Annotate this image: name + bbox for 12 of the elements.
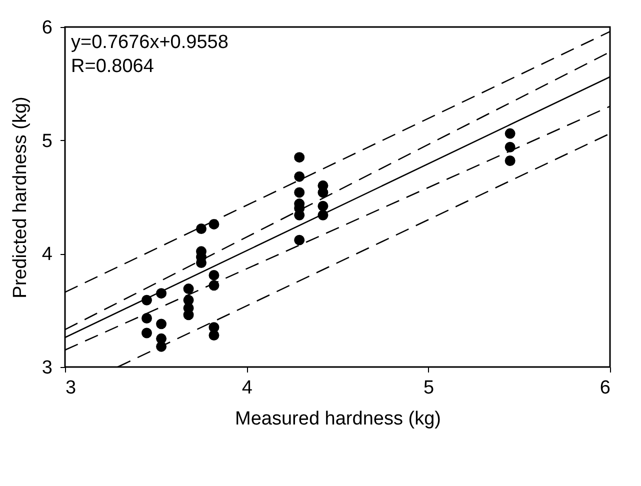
- y-tick-label: 4: [42, 244, 53, 266]
- x-tick-label: 6: [600, 378, 610, 398]
- x-tick-label: 5: [424, 378, 434, 398]
- x-tick-label: 3: [66, 378, 76, 398]
- y-tick-label: 6: [42, 18, 52, 38]
- y-tick-label: 3: [42, 358, 52, 378]
- annotation: R=0.8064: [71, 56, 154, 77]
- annotation: y=0.7676x+0.9558: [71, 32, 228, 53]
- x-axis-title: Measured hardness (kg): [235, 408, 441, 430]
- y-axis-title: Predicted hardness (kg): [10, 96, 31, 298]
- y-tick-label: 5: [42, 130, 52, 152]
- x-tick-label: 4: [242, 378, 253, 398]
